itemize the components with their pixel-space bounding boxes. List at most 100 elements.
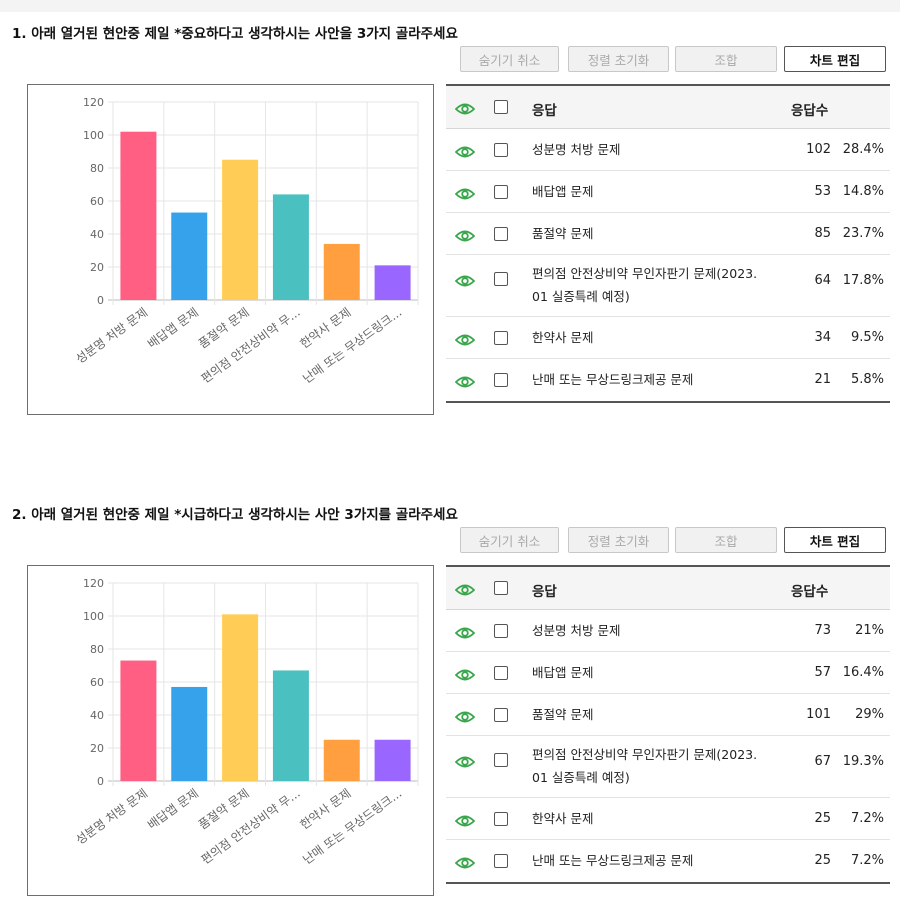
response-count: 64: [814, 273, 831, 288]
eye-icon[interactable]: [454, 855, 476, 869]
row-checkbox[interactable]: [494, 227, 508, 241]
response-count: 57: [814, 665, 831, 680]
answer-label-line1: 배답앱 문제: [532, 184, 594, 199]
bar[interactable]: [272, 194, 309, 300]
answer-label-line1: 편의점 안전상비약 무인자판기 문제(2023.: [532, 266, 758, 281]
eye-icon[interactable]: [454, 144, 476, 158]
sort-reset-button[interactable]: 정렬 초기화: [568, 527, 669, 553]
combine-button[interactable]: 조합: [675, 46, 777, 72]
row-checkbox[interactable]: [494, 272, 508, 286]
row-checkbox[interactable]: [494, 185, 508, 199]
y-tick-label: 100: [83, 610, 104, 623]
question-section-2: 2. 아래 열거된 현안중 제일 *시급하다고 생각하시는 사안 3가지를 골라…: [0, 493, 900, 896]
y-tick-label: 20: [90, 742, 104, 755]
hide-cancel-button[interactable]: 숨기기 취소: [460, 46, 559, 72]
bar[interactable]: [222, 159, 259, 300]
answer-label-line1: 성분명 처방 문제: [532, 623, 621, 638]
bar[interactable]: [222, 614, 259, 781]
eye-icon[interactable]: [454, 582, 476, 596]
row-checkbox[interactable]: [494, 143, 508, 157]
answer-label-line1: 편의점 안전상비약 무인자판기 문제(2023.: [532, 747, 758, 762]
table-header: 응답 응답수: [446, 86, 890, 129]
bar-chart: 0 20 40 60 80 100 120 성분명 처방 문제 배답앱 문제 품절약 문제 편의점 …: [27, 84, 434, 415]
response-percent: 7.2%: [850, 811, 884, 826]
table-header: 응답 응답수: [446, 567, 890, 610]
y-tick-label: 120: [83, 577, 104, 590]
response-count: 101: [806, 707, 831, 722]
table-row: 난매 또는 무상드링크제공 문제 25 7.2%: [446, 840, 890, 882]
answer-label-line2: 01 실증특례 예정): [532, 770, 630, 785]
eye-icon[interactable]: [454, 273, 476, 287]
row-checkbox[interactable]: [494, 854, 508, 868]
edit-chart-button[interactable]: 차트 편집: [784, 46, 886, 72]
hide-cancel-button[interactable]: 숨기기 취소: [460, 527, 559, 553]
answer-label-line1: 성분명 처방 문제: [532, 142, 621, 157]
eye-icon[interactable]: [454, 754, 476, 768]
bar[interactable]: [323, 739, 360, 781]
eye-icon[interactable]: [454, 709, 476, 723]
response-percent: 29%: [855, 707, 884, 722]
response-count: 21: [814, 372, 831, 387]
bar[interactable]: [120, 660, 157, 781]
eye-icon[interactable]: [454, 228, 476, 242]
y-tick-label: 60: [90, 195, 104, 208]
response-percent: 5.8%: [850, 372, 884, 387]
response-count: 25: [814, 811, 831, 826]
answer-label: 품절약 문제: [532, 703, 787, 726]
top-strip: [0, 0, 900, 12]
answer-label: 성분명 처방 문제: [532, 619, 787, 642]
row-checkbox[interactable]: [494, 331, 508, 345]
sort-reset-button[interactable]: 정렬 초기화: [568, 46, 669, 72]
table-row: 품절약 문제 85 23.7%: [446, 213, 890, 255]
y-tick-label: 100: [83, 129, 104, 142]
question-title: 1. 아래 열거된 현안중 제일 *중요하다고 생각하시는 사안을 3가지 골라…: [12, 26, 458, 42]
eye-icon[interactable]: [454, 186, 476, 200]
combine-button[interactable]: 조합: [675, 527, 777, 553]
response-count: 67: [814, 754, 831, 769]
answer-label: 배답앱 문제: [532, 180, 787, 203]
bar[interactable]: [171, 686, 208, 781]
row-checkbox[interactable]: [494, 708, 508, 722]
bar[interactable]: [272, 670, 309, 781]
row-checkbox[interactable]: [494, 373, 508, 387]
eye-icon[interactable]: [454, 625, 476, 639]
bar[interactable]: [120, 131, 157, 300]
answer-label-line1: 난매 또는 무상드링크제공 문제: [532, 372, 694, 387]
response-count: 25: [814, 853, 831, 868]
eye-icon[interactable]: [454, 101, 476, 115]
row-checkbox[interactable]: [494, 666, 508, 680]
response-percent: 7.2%: [850, 853, 884, 868]
table-row: 배답앱 문제 53 14.8%: [446, 171, 890, 213]
eye-icon[interactable]: [454, 667, 476, 681]
select-all-checkbox[interactable]: [494, 100, 508, 114]
bar[interactable]: [171, 212, 208, 300]
eye-icon[interactable]: [454, 374, 476, 388]
x-tick-label: 배답앱 문제: [145, 305, 201, 351]
row-checkbox[interactable]: [494, 812, 508, 826]
table-row: 편의점 안전상비약 무인자판기 문제(2023. 01 실증특례 예정) 64 17.…: [446, 255, 890, 317]
select-all-checkbox[interactable]: [494, 581, 508, 595]
table-row: 성분명 처방 문제 73 21%: [446, 610, 890, 652]
table-row: 성분명 처방 문제 102 28.4%: [446, 129, 890, 171]
answer-label: 성분명 처방 문제: [532, 138, 787, 161]
answer-label: 배답앱 문제: [532, 661, 787, 684]
x-tick-label: 성분명 처방 문제: [73, 305, 150, 366]
table-row: 한약사 문제 25 7.2%: [446, 798, 890, 840]
eye-icon[interactable]: [454, 332, 476, 346]
response-percent: 21%: [855, 623, 884, 638]
answer-label: 난매 또는 무상드링크제공 문제: [532, 368, 787, 391]
eye-icon[interactable]: [454, 813, 476, 827]
question-section-1: 1. 아래 열거된 현안중 제일 *중요하다고 생각하시는 사안을 3가지 골라…: [0, 12, 900, 415]
response-percent: 16.4%: [842, 665, 884, 680]
answer-label: 편의점 안전상비약 무인자판기 문제(2023. 01 실증특례 예정): [532, 262, 787, 308]
count-column-header: 응답수: [791, 584, 829, 600]
bar-chart: 0 20 40 60 80 100 120 성분명 처방 문제 배답앱 문제 품절약 문제 편의점 …: [27, 565, 434, 896]
row-checkbox[interactable]: [494, 753, 508, 767]
bar[interactable]: [323, 243, 360, 300]
y-tick-label: 60: [90, 676, 104, 689]
y-tick-label: 80: [90, 162, 104, 175]
bar[interactable]: [374, 265, 411, 300]
bar[interactable]: [374, 739, 411, 781]
edit-chart-button[interactable]: 차트 편집: [784, 527, 886, 553]
row-checkbox[interactable]: [494, 624, 508, 638]
